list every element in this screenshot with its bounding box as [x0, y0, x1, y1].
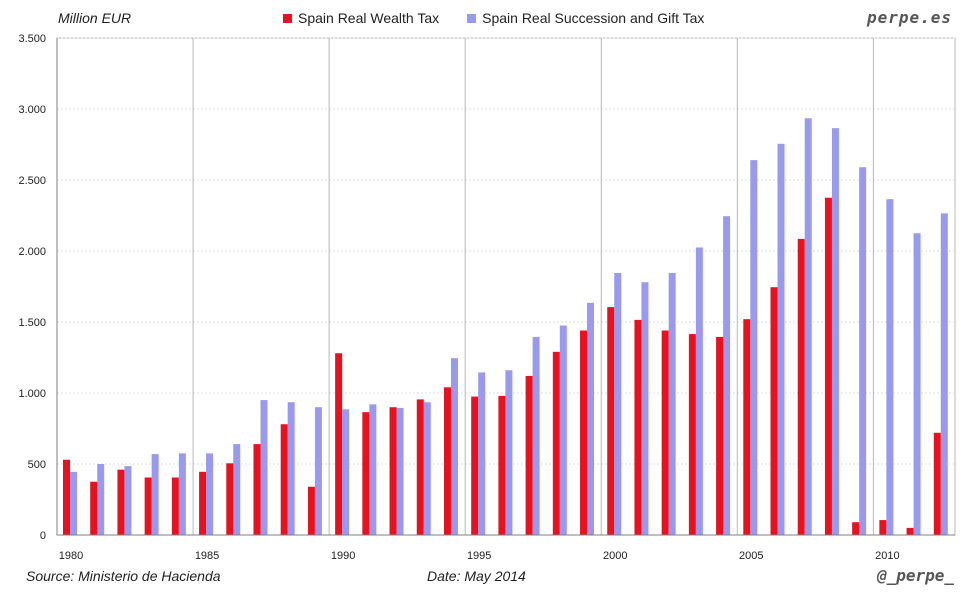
bar-wealth-tax [852, 522, 860, 535]
y-tick-label: 0 [40, 530, 46, 542]
bar-wealth-tax [933, 432, 941, 535]
bar-succession-tax [124, 466, 132, 535]
bar-succession-tax [668, 273, 676, 535]
author-handle: @_perpe_ [876, 566, 954, 585]
bar-succession-tax [614, 273, 622, 535]
bar-succession-tax [396, 407, 404, 535]
bar-succession-tax [478, 372, 486, 535]
bar-succession-tax [314, 407, 322, 535]
bar-wealth-tax [117, 469, 125, 535]
bar-wealth-tax [335, 353, 343, 535]
y-tick-label: 3.500 [18, 33, 46, 45]
bar-wealth-tax [307, 486, 315, 535]
bar-wealth-tax [607, 307, 615, 535]
bar-wealth-tax [580, 330, 588, 535]
x-tick-label: 1995 [467, 550, 491, 562]
bar-succession-tax [859, 167, 867, 535]
bar-succession-tax [178, 453, 186, 535]
bar-wealth-tax [661, 330, 669, 535]
bar-succession-tax [695, 247, 703, 535]
bar-wealth-tax [63, 459, 70, 535]
bar-wealth-tax [471, 396, 479, 535]
legend-label-wealth-tax: Spain Real Wealth Tax [298, 10, 440, 26]
bar-wealth-tax [634, 319, 642, 535]
bar-wealth-tax [716, 336, 724, 535]
bar-wealth-tax [552, 351, 560, 535]
x-tick-label: 2010 [875, 550, 899, 562]
legend: Spain Real Wealth Tax Spain Real Success… [283, 10, 704, 26]
bar-succession-tax [940, 213, 948, 535]
bar-wealth-tax [688, 334, 696, 535]
x-tick-label: 2005 [739, 550, 763, 562]
bar-succession-tax [260, 400, 268, 535]
bar-succession-tax [151, 454, 159, 535]
bar-wealth-tax [879, 520, 887, 535]
bar-succession-tax [423, 402, 431, 535]
legend-item-succession-tax: Spain Real Succession and Gift Tax [467, 10, 704, 26]
legend-swatch-wealth-tax [283, 13, 292, 23]
bar-wealth-tax [770, 287, 778, 535]
bar-wealth-tax [906, 527, 914, 535]
bar-wealth-tax [253, 444, 261, 535]
bar-wealth-tax [144, 477, 152, 535]
bar-succession-tax [559, 325, 567, 535]
bar-wealth-tax [171, 477, 179, 535]
y-tick-label: 3.000 [18, 104, 46, 116]
bar-succession-tax [450, 358, 458, 535]
bar-wealth-tax [362, 412, 370, 535]
source-note: Source: Ministerio de Hacienda [26, 568, 221, 584]
legend-label-succession-tax: Spain Real Succession and Gift Tax [482, 10, 705, 26]
bar-succession-tax [342, 409, 350, 535]
bar-succession-tax [70, 471, 77, 535]
bar-wealth-tax [199, 471, 207, 535]
y-tick-label: 2.000 [18, 246, 46, 258]
bar-succession-tax [913, 233, 921, 535]
bar-succession-tax [587, 302, 595, 535]
legend-item-wealth-tax: Spain Real Wealth Tax [283, 10, 439, 26]
bar-succession-tax [886, 199, 894, 536]
bar-succession-tax [287, 402, 295, 535]
bar-succession-tax [369, 404, 377, 535]
bar-wealth-tax [416, 399, 424, 535]
bar-wealth-tax [280, 424, 288, 535]
bar-wealth-tax [90, 481, 98, 535]
bar-wealth-tax [389, 407, 397, 535]
x-tick-label: 1985 [195, 550, 219, 562]
bar-succession-tax [831, 128, 839, 536]
bar-wealth-tax [226, 463, 234, 535]
y-tick-label: 1.000 [18, 388, 46, 400]
brand-watermark: perpe.es [866, 8, 952, 27]
bar-wealth-tax [743, 319, 751, 535]
x-tick-label: 1980 [59, 550, 83, 562]
bar-wealth-tax [824, 197, 832, 535]
bar-succession-tax [777, 143, 785, 536]
bar-wealth-tax [525, 375, 533, 535]
bar-wealth-tax [443, 387, 451, 535]
bar-succession-tax [641, 282, 649, 535]
bar-wealth-tax [498, 395, 506, 535]
date-note: Date: May 2014 [427, 568, 526, 584]
bar-succession-tax [97, 464, 105, 535]
y-tick-label: 2.500 [18, 175, 46, 187]
bar-succession-tax [505, 370, 513, 535]
y-tick-label: 1.500 [18, 317, 46, 329]
bar-succession-tax [750, 160, 758, 535]
bar-succession-tax [206, 453, 214, 535]
legend-swatch-succession-tax [467, 13, 477, 23]
y-axis-unit-label: Million EUR [58, 10, 132, 26]
x-tick-label: 2000 [603, 550, 627, 562]
x-tick-label: 1990 [331, 550, 355, 562]
bar-succession-tax [233, 444, 241, 535]
bar-succession-tax [804, 118, 812, 535]
bar-succession-tax [532, 336, 540, 535]
bar-succession-tax [723, 216, 731, 535]
y-tick-label: 500 [28, 459, 46, 471]
bar-wealth-tax [797, 238, 805, 535]
